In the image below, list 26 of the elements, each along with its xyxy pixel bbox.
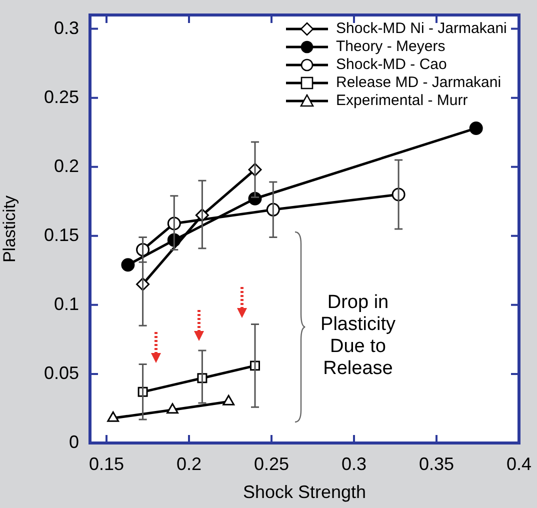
y-tick-label: 0.2 [54,156,79,176]
legend-label: Shock-MD - Cao [336,56,447,74]
x-tick-label: 0.3 [341,454,367,474]
point [121,258,135,272]
y-tick-label: 0.1 [54,294,79,314]
legend-label: Theory - Meyers [336,38,446,56]
legend-label: Release MD - Jarmakani [336,74,502,92]
annotation: Drop in Plasticity Due to Release [320,292,396,380]
point [107,411,120,422]
x-axis-title: Shock Strength [242,482,366,502]
x-tick-label: 0.25 [254,454,290,474]
legend-label: Shock-MD Ni - Jarmakani [336,20,507,38]
point [222,394,235,406]
y-tick-label: 0.25 [44,86,79,107]
x-tick-label: 0.4 [506,454,532,474]
y-axis-title: Plasticity [0,194,19,263]
x-tick-label: 0.35 [418,454,454,474]
legend-label: Experimental - Murr [336,92,468,110]
x-tick-label: 0.15 [88,454,124,474]
y-tick-label: 0.15 [44,224,79,245]
x-tick-label: 0.2 [176,454,202,474]
y-tick-label: 0.3 [54,18,79,38]
y-tick-label: 0 [68,432,79,452]
point [166,403,178,414]
point [469,121,483,135]
y-tick-label: 0.05 [44,362,79,383]
